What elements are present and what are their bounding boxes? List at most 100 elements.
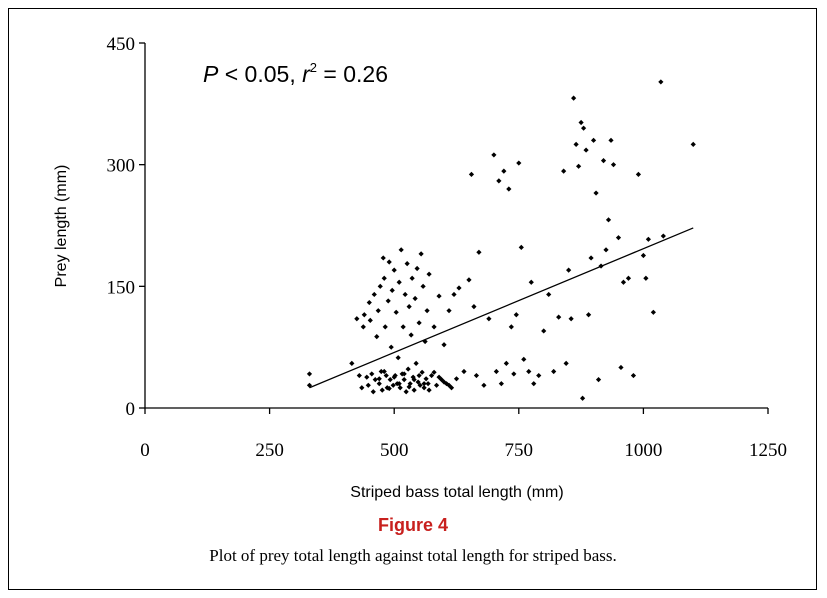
figure-frame — [8, 8, 817, 590]
data-point — [578, 119, 584, 126]
data-point — [541, 328, 547, 334]
data-point — [640, 252, 646, 259]
data-point — [446, 382, 452, 388]
data-point — [546, 291, 552, 298]
data-point — [420, 283, 426, 289]
data-point — [410, 374, 416, 380]
data-point — [413, 360, 419, 366]
data-point — [551, 368, 557, 375]
data-point — [406, 304, 412, 310]
data-point — [426, 271, 432, 277]
data-point — [496, 178, 502, 184]
data-point — [360, 324, 366, 330]
data-point — [625, 275, 632, 281]
data-point — [375, 308, 381, 314]
data-point — [349, 360, 355, 366]
x-tick-label: 0 — [140, 440, 150, 461]
data-point — [585, 312, 592, 318]
data-point — [416, 320, 422, 326]
data-point — [408, 332, 414, 338]
data-point — [401, 377, 407, 383]
data-point — [424, 308, 430, 314]
data-point — [409, 275, 415, 281]
data-point — [398, 247, 404, 253]
data-point — [421, 381, 427, 387]
data-point — [468, 171, 475, 177]
data-point — [563, 360, 569, 366]
data-point — [354, 316, 360, 322]
data-point — [417, 382, 423, 388]
data-point — [608, 137, 614, 143]
data-point — [416, 372, 422, 379]
data-point — [481, 382, 487, 388]
data-point — [583, 147, 589, 153]
data-point — [381, 275, 387, 281]
data-point — [456, 285, 462, 291]
data-point — [391, 374, 397, 380]
data-point — [402, 291, 408, 298]
data-point — [392, 372, 398, 379]
data-point — [390, 382, 396, 388]
data-point — [431, 369, 437, 375]
data-point — [386, 259, 392, 265]
data-point — [377, 283, 383, 289]
data-point — [451, 291, 457, 298]
data-point — [415, 379, 421, 385]
data-point — [367, 317, 373, 323]
x-tick-label: 1250 — [749, 440, 787, 461]
data-point — [366, 299, 372, 306]
data-point — [521, 356, 527, 362]
data-point — [421, 385, 427, 391]
data-point — [396, 381, 402, 387]
data-point — [508, 324, 514, 330]
data-point — [526, 368, 532, 375]
data-point — [389, 287, 395, 293]
regression-line — [309, 227, 694, 389]
data-point — [498, 381, 504, 387]
data-point — [433, 382, 440, 388]
data-point — [658, 79, 664, 85]
data-point — [501, 168, 507, 174]
data-point — [382, 324, 388, 330]
data-point — [486, 316, 492, 322]
data-point — [493, 368, 499, 375]
data-point — [404, 261, 410, 267]
data-point — [571, 95, 577, 101]
data-point — [386, 385, 392, 392]
y-axis-title: Prey length (mm) — [53, 165, 70, 288]
data-point — [425, 381, 431, 387]
data-point — [376, 381, 382, 387]
x-axis-title: Striped bass total length (mm) — [350, 484, 563, 501]
data-point — [453, 376, 460, 382]
data-point — [461, 368, 467, 375]
data-point — [471, 304, 477, 310]
data-point — [306, 382, 313, 388]
data-point — [419, 369, 425, 375]
data-point — [518, 244, 524, 250]
data-point — [503, 360, 509, 366]
data-point — [436, 374, 442, 380]
data-point — [650, 309, 656, 315]
data-point — [610, 162, 617, 168]
data-point — [379, 387, 385, 393]
data-point — [441, 342, 447, 348]
data-point — [568, 316, 574, 322]
data-point — [411, 377, 417, 383]
data-point — [380, 255, 386, 261]
data-point — [431, 324, 437, 330]
data-point — [513, 312, 519, 318]
data-point — [600, 158, 607, 164]
data-point — [615, 235, 622, 241]
data-point — [645, 236, 651, 242]
data-point — [401, 371, 407, 377]
data-point — [506, 186, 512, 192]
data-point — [580, 125, 587, 131]
data-point — [381, 368, 387, 375]
data-point — [590, 137, 597, 143]
data-point — [473, 372, 480, 379]
data-point — [376, 376, 382, 382]
data-point — [579, 395, 586, 401]
plot-area: 0 150 300 450 0 250 500 750 1000 1250 — [107, 34, 788, 461]
data-point — [378, 368, 384, 375]
